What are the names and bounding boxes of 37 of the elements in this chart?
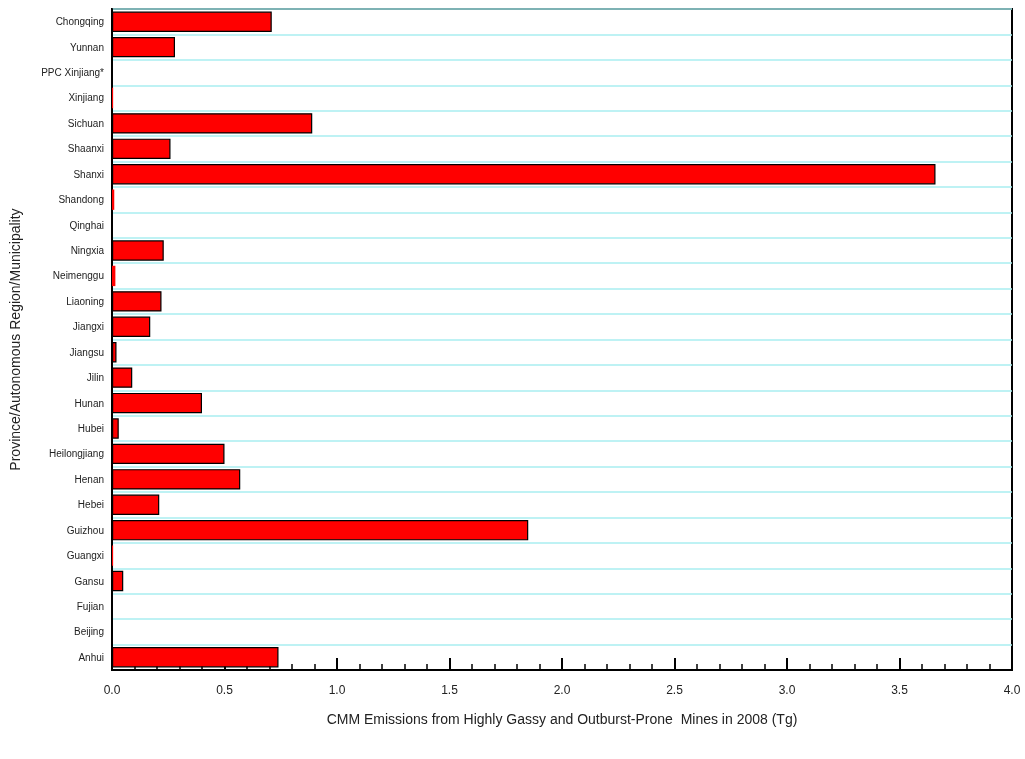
y-tick-label: Hebei	[77, 499, 104, 511]
y-tick-label: Liaoning	[66, 295, 104, 307]
y-tick-label: PPC Xinjiang*	[41, 67, 105, 79]
y-tick-label: Fujian	[76, 600, 104, 612]
x-tick-label: 3.5	[891, 683, 909, 697]
y-tick-label: Shaanxi	[67, 143, 104, 155]
y-tick-label: Anhui	[78, 651, 104, 663]
y-tick-label: Yunnan	[70, 41, 104, 53]
y-tick-label: Heilongjiang	[48, 448, 104, 460]
y-tick-label: Gansu	[74, 575, 104, 587]
y-tick-label: Hubei	[77, 422, 104, 434]
y-tick-label: Shanxi	[73, 168, 104, 180]
y-tick-label: Qinghai	[69, 219, 104, 231]
y-tick-label: Henan	[74, 473, 104, 485]
x-tick-label: 1.5	[441, 683, 459, 697]
x-tick-label: 0.0	[103, 683, 121, 697]
y-tick-label: Chongqing	[55, 16, 104, 28]
x-tick-label: 2.0	[553, 683, 571, 697]
x-tick-label: 2.5	[666, 683, 684, 697]
x-tick-label: 0.5	[216, 683, 234, 697]
x-axis-title: CMM Emissions from Highly Gassy and Outburst-Prone Mines in 2008 (Tg)	[326, 711, 798, 727]
y-tick-label: Xinjiang	[68, 92, 104, 104]
y-tick-label: Beijing	[73, 626, 104, 638]
y-axis-title: Province/Autonomous Region/Municipality	[7, 208, 23, 471]
x-tick-label: 1.0	[328, 683, 346, 697]
x-tick-label: 4.0	[1003, 683, 1021, 697]
x-tick-label: 3.0	[778, 683, 796, 697]
y-tick-label: Neimenggu	[52, 270, 104, 282]
y-tick-label: Jilin	[86, 372, 104, 384]
y-tick-label: Guizhou	[66, 524, 104, 536]
y-tick-label: Sichuan	[67, 117, 104, 129]
y-tick-label: Jiangxi	[72, 321, 104, 333]
y-tick-label: Hunan	[74, 397, 104, 409]
y-tick-label: Jiangsu	[69, 346, 104, 358]
y-tick-label: Shandong	[58, 194, 104, 206]
y-tick-label: Guangxi	[66, 550, 104, 562]
y-tick-label: Ningxia	[70, 245, 105, 257]
